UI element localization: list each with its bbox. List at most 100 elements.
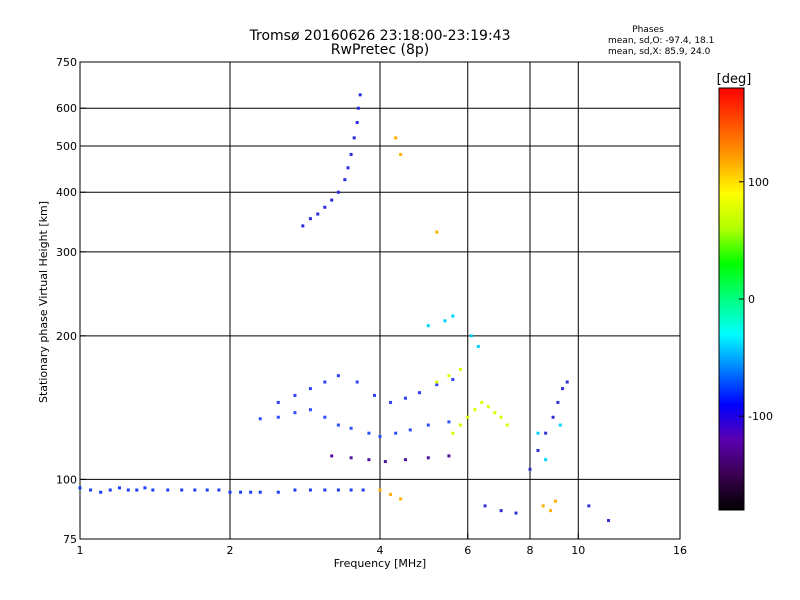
x-axis-label: Frequency [MHz]: [334, 557, 426, 570]
data-point: [403, 458, 407, 462]
data-point: [536, 431, 540, 435]
data-point: [258, 417, 262, 421]
data-point: [349, 152, 353, 156]
data-point: [293, 393, 297, 397]
data-point: [451, 431, 455, 435]
data-point: [443, 319, 447, 323]
data-point: [117, 486, 121, 490]
y-axis-label: Stationary phase Virtual Height [km]: [37, 201, 50, 403]
data-point: [451, 314, 455, 318]
data-point: [403, 396, 407, 400]
data-point: [426, 456, 430, 460]
data-point: [349, 456, 353, 460]
data-point: [249, 490, 253, 494]
x-tick-label: 8: [527, 544, 534, 557]
data-point: [89, 488, 93, 492]
data-point: [330, 454, 334, 458]
data-point: [99, 490, 103, 494]
y-tick-label: 500: [56, 140, 77, 153]
data-point: [565, 380, 569, 384]
grid-lines: [80, 62, 680, 539]
data-point: [336, 423, 340, 427]
data-point: [323, 415, 327, 419]
data-point: [276, 400, 280, 404]
data-point: [499, 509, 503, 513]
data-point: [239, 490, 243, 494]
data-point: [323, 205, 327, 209]
data-point: [541, 504, 545, 508]
data-point: [447, 420, 451, 424]
data-point: [323, 488, 327, 492]
data-point: [316, 212, 320, 216]
data-point: [528, 467, 532, 471]
colorbar-tick-label: 0: [748, 293, 755, 306]
y-tick-label: 100: [56, 473, 77, 486]
data-point: [126, 488, 130, 492]
data-point: [228, 490, 232, 494]
data-point: [483, 504, 487, 508]
data-point: [293, 411, 297, 415]
chart-subtitle: RwPretec (8p): [331, 42, 429, 58]
colorbar-tick-label: 100: [748, 176, 769, 189]
data-point: [356, 106, 360, 110]
data-point: [544, 431, 548, 435]
data-point: [78, 486, 82, 490]
data-point: [458, 367, 462, 371]
data-point: [486, 405, 490, 409]
data-point: [426, 324, 430, 328]
data-point: [308, 387, 312, 391]
data-point: [323, 380, 327, 384]
data-point: [408, 428, 412, 432]
data-point: [536, 448, 540, 452]
data-point: [399, 497, 403, 501]
data-point: [469, 334, 473, 338]
data-point: [394, 431, 398, 435]
data-points: [78, 93, 611, 523]
data-point: [447, 454, 451, 458]
data-point: [193, 488, 197, 492]
data-point: [426, 423, 430, 427]
data-point: [349, 426, 353, 430]
data-point: [607, 519, 611, 523]
data-point: [473, 408, 477, 412]
y-axis-ticks: 75 100 200 300 400 500 600 750: [56, 56, 86, 546]
data-point: [466, 415, 470, 419]
data-point: [355, 121, 359, 125]
data-point: [143, 486, 147, 490]
data-point: [330, 198, 334, 202]
data-point: [493, 411, 497, 415]
data-point: [361, 488, 365, 492]
data-point: [336, 374, 340, 378]
data-point: [558, 423, 562, 427]
data-point: [308, 488, 312, 492]
data-point: [151, 488, 155, 492]
x-tick-label: 4: [377, 544, 384, 557]
data-point: [549, 509, 553, 513]
x-tick-label: 2: [227, 544, 234, 557]
phase-stats-o: mean, sd,O: -97.4, 18.1: [608, 36, 714, 46]
data-point: [301, 224, 305, 228]
x-axis-ticks: 1 2 4 6 8 10 16: [77, 533, 687, 557]
data-point: [394, 136, 398, 140]
y-tick-label: 75: [63, 533, 77, 546]
y-tick-label: 600: [56, 102, 77, 115]
data-point: [166, 488, 170, 492]
data-point: [346, 166, 350, 170]
data-point: [544, 458, 548, 462]
phase-stats-title: Phases: [632, 25, 664, 35]
y-tick-label: 750: [56, 56, 77, 69]
data-point: [389, 400, 393, 404]
data-point: [108, 488, 112, 492]
data-point: [308, 408, 312, 412]
data-point: [451, 377, 455, 381]
data-point: [378, 435, 382, 439]
data-point: [378, 488, 382, 492]
data-point: [505, 423, 509, 427]
data-point: [435, 383, 439, 387]
y-tick-label: 300: [56, 246, 77, 259]
data-point: [336, 190, 340, 194]
data-point: [367, 458, 371, 462]
y-tick-label: 200: [56, 330, 77, 343]
data-point: [217, 488, 221, 492]
